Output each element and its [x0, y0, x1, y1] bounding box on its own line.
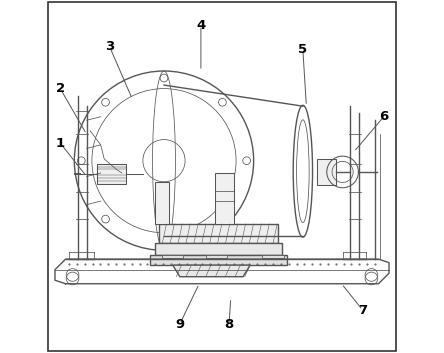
Text: 4: 4 — [196, 19, 206, 32]
FancyBboxPatch shape — [206, 255, 227, 258]
Text: 1: 1 — [56, 137, 65, 150]
FancyBboxPatch shape — [159, 224, 278, 243]
Text: 6: 6 — [379, 110, 388, 123]
FancyBboxPatch shape — [97, 164, 126, 184]
Ellipse shape — [293, 105, 313, 237]
FancyBboxPatch shape — [262, 255, 284, 258]
Text: 9: 9 — [175, 318, 184, 331]
Circle shape — [74, 71, 254, 250]
Text: 3: 3 — [105, 40, 114, 53]
Polygon shape — [173, 265, 250, 277]
Text: 2: 2 — [56, 82, 65, 95]
FancyBboxPatch shape — [317, 159, 336, 185]
Text: 5: 5 — [298, 43, 307, 56]
FancyBboxPatch shape — [162, 255, 183, 258]
Text: 8: 8 — [224, 318, 234, 331]
FancyBboxPatch shape — [155, 182, 169, 224]
Text: 7: 7 — [358, 304, 367, 317]
FancyBboxPatch shape — [215, 173, 234, 224]
FancyBboxPatch shape — [155, 243, 282, 255]
FancyBboxPatch shape — [150, 255, 287, 265]
